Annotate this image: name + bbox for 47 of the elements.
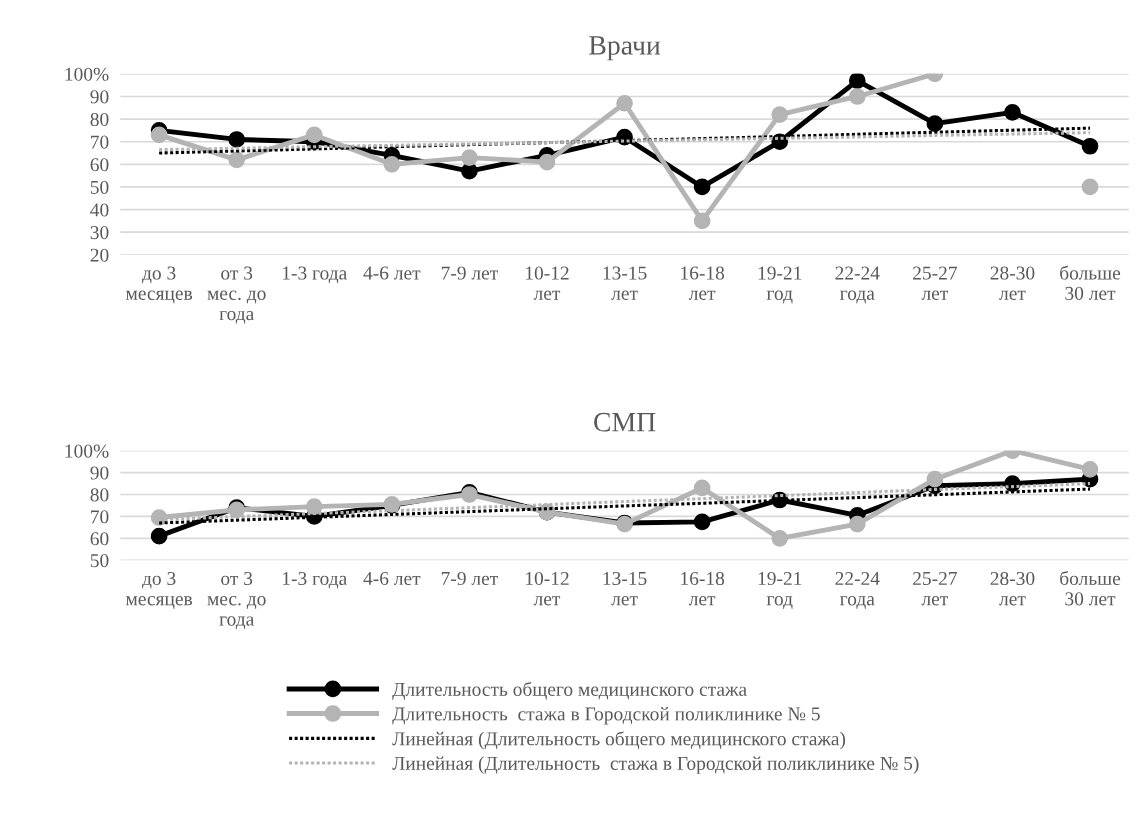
x-tick-label: 10-12 лет xyxy=(526,266,569,300)
x-tick-label: 16-18 лет xyxy=(681,266,725,300)
chart-title: Врачи xyxy=(589,36,661,61)
x-tick-label: до 3 месяцев xyxy=(125,266,193,304)
x-tick-label: больше 30 лет xyxy=(1060,570,1121,606)
y-tick-label: 60 xyxy=(90,532,109,546)
x-tick-label: 7-9 лет xyxy=(441,571,498,586)
legend-label: Длительность стажа в Городской поликлинике № 5 xyxy=(392,707,820,725)
x-tick-label: 22-24 года xyxy=(835,571,880,609)
y-tick-label: 60 xyxy=(90,158,109,172)
y-tick-label: 90 xyxy=(90,90,109,104)
y-tick-label: 20 xyxy=(90,248,109,262)
x-tick-label: больше 30 лет xyxy=(1060,265,1121,300)
x-tick-label: 16-18 лет xyxy=(681,571,725,606)
x-tick-label: до 3 месяцев xyxy=(125,571,193,609)
y-tick-label: 50 xyxy=(90,180,109,194)
y-tick-label: 100% xyxy=(65,67,109,81)
x-tick-label: 28-30 лет xyxy=(990,571,1035,606)
y-tick-label: 70 xyxy=(91,135,109,149)
x-tick-label: от 3 мес. до года xyxy=(207,266,266,324)
x-tick-label: 28-30 лет xyxy=(990,266,1035,300)
x-tick-label: 7-9 лет xyxy=(441,266,498,280)
x-tick-label: 19-21 год xyxy=(758,266,802,304)
y-tick-label: 50 xyxy=(90,554,109,568)
x-tick-label: 1-3 года xyxy=(283,266,347,284)
legend-label: Линейная (Длительность стажа в Городской поликлинике № 5) xyxy=(392,756,919,774)
x-tick-label: 13-15 лет xyxy=(603,571,647,606)
y-tick-label: 100% xyxy=(65,444,109,458)
x-tick-label: 13-15 лет xyxy=(603,266,647,300)
x-tick-label: 25-27 лет xyxy=(913,571,957,606)
x-tick-label: 10-12 лет xyxy=(526,571,569,606)
x-tick-label: 22-24 года xyxy=(835,266,880,304)
x-tick-label: 1-3 года xyxy=(283,571,347,589)
y-tick-label: 80 xyxy=(90,112,109,127)
y-tick-label: 30 xyxy=(90,226,109,240)
y-tick-label: 90 xyxy=(90,466,109,480)
legend-label: Длительность общего медицинского стажа xyxy=(392,681,747,700)
y-tick-label: 40 xyxy=(90,203,109,217)
x-tick-label: 4-6 лет xyxy=(363,571,421,586)
x-tick-label: 4-6 лет xyxy=(363,266,421,280)
y-tick-label: 80 xyxy=(90,488,109,502)
legend-label: Линейная (Длительность общего медицинского стажа) xyxy=(392,731,846,750)
x-tick-label: 19-21 год xyxy=(758,571,802,609)
y-tick-label: 70 xyxy=(91,510,109,524)
x-tick-label: 25-27 лет xyxy=(913,266,957,300)
chart-title: СМП xyxy=(594,412,656,432)
x-tick-label: от 3 мес. до года xyxy=(207,571,266,630)
